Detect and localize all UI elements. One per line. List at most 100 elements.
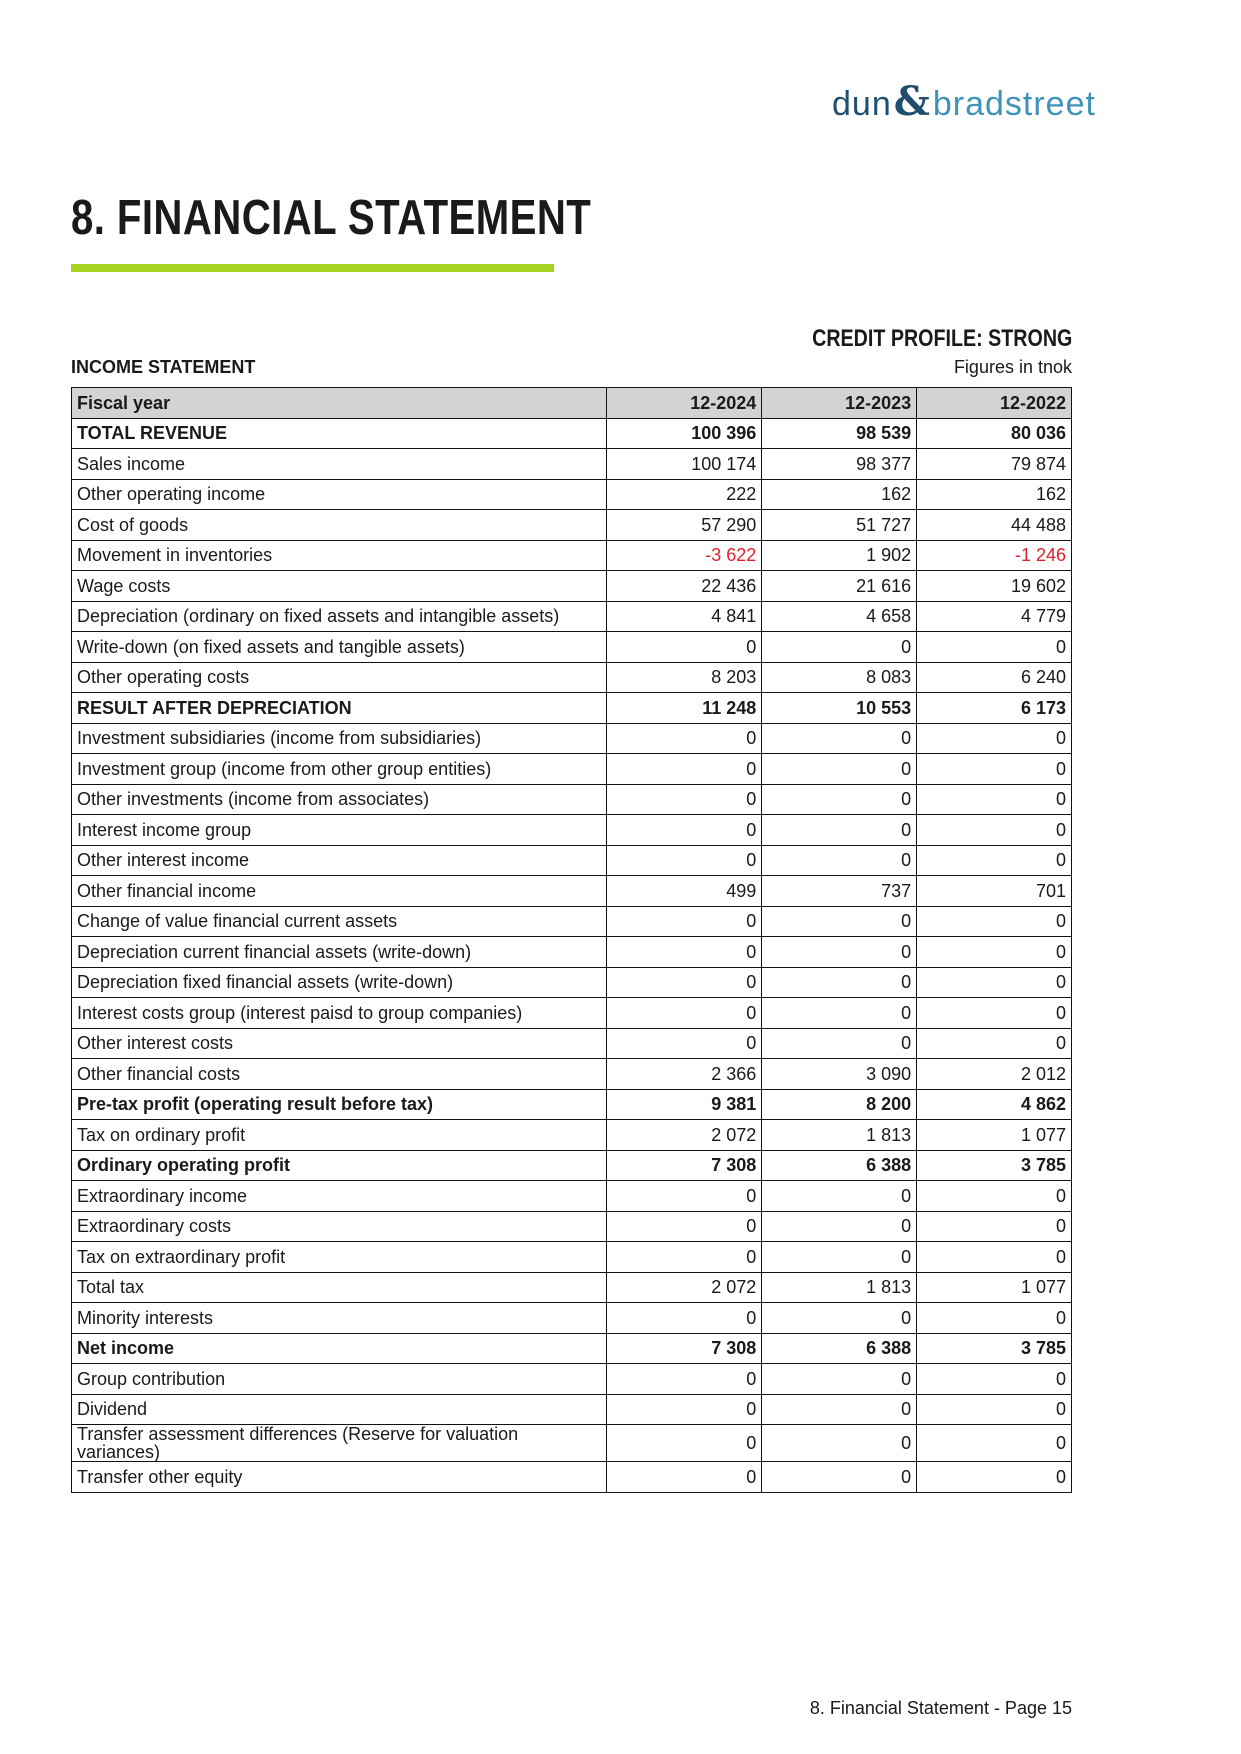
logo-dun: dun [832, 85, 892, 123]
table-row: Extraordinary income 0 0 0 [70, 1180, 1072, 1212]
title-underline [71, 264, 554, 272]
page-footer: 8. Financial Statement - Page 15 [809, 1698, 1072, 1718]
table-row: Other investments (income from associate… [70, 783, 1072, 815]
row-value: 0 [916, 1180, 1072, 1212]
table-row: Write-down (on fixed assets and tangible… [70, 631, 1072, 663]
row-label: Other financial costs [70, 1058, 608, 1090]
row-value: 80 036 [916, 417, 1072, 449]
row-value: 0 [761, 844, 918, 876]
page-title: 8. FINANCIAL STATEMENT [71, 191, 592, 245]
table-row: Change of value financial current assets… [70, 905, 1072, 937]
table-row: Cost of goods 57 290 51 727 44 488 [70, 509, 1072, 541]
row-value: 0 [606, 1363, 763, 1395]
row-value: 0 [916, 905, 1072, 937]
table-row: Other financial income 499 737 701 [70, 875, 1072, 907]
table-row: Dividend 0 0 0 [70, 1393, 1072, 1425]
row-value: 8 203 [606, 661, 763, 693]
row-value: 21 616 [761, 570, 918, 602]
row-label: Cost of goods [70, 509, 608, 541]
row-value: 499 [606, 875, 763, 907]
row-label: TOTAL REVENUE [70, 417, 608, 449]
row-value: 0 [761, 1210, 918, 1242]
table-row: Transfer assessment differences (Reserve… [70, 1424, 1072, 1462]
row-value: 0 [606, 1241, 763, 1273]
row-value: 0 [761, 631, 918, 663]
row-label: Pre-tax profit (operating result before … [70, 1088, 608, 1120]
row-value: 0 [916, 1363, 1072, 1395]
header-fiscal-year: Fiscal year [70, 387, 608, 419]
row-value: 79 874 [916, 448, 1072, 480]
row-value: 0 [606, 1461, 763, 1493]
row-label: Tax on ordinary profit [70, 1119, 608, 1151]
header-year: 12-2022 [916, 387, 1072, 419]
row-value: 3 090 [761, 1058, 918, 1090]
table-row: TOTAL REVENUE 100 396 98 539 80 036 [70, 417, 1072, 449]
row-label: Dividend [70, 1393, 608, 1425]
table-row: Movement in inventories -3 622 1 902 -1 246 [70, 539, 1072, 571]
row-value: 0 [606, 966, 763, 998]
table-row: Other operating costs 8 203 8 083 6 240 [70, 661, 1072, 693]
table-row: Other financial costs 2 366 3 090 2 012 [70, 1058, 1072, 1090]
row-value: 0 [761, 1461, 918, 1493]
row-value: 0 [606, 1302, 763, 1334]
table-row: Ordinary operating profit 7 308 6 388 3 785 [70, 1149, 1072, 1181]
row-value: 0 [606, 814, 763, 846]
row-value: 2 072 [606, 1271, 763, 1303]
row-label: Net income [70, 1332, 608, 1364]
row-label: Other operating income [70, 478, 608, 510]
header-year: 12-2023 [761, 387, 918, 419]
row-value: 1 077 [916, 1119, 1072, 1151]
table-row: RESULT AFTER DEPRECIATION 11 248 10 553 6 1… [70, 692, 1072, 724]
table-row: Transfer other equity 0 0 0 [70, 1461, 1072, 1493]
row-value: 0 [606, 1424, 763, 1462]
row-value: 100 174 [606, 448, 763, 480]
row-value: 0 [606, 631, 763, 663]
row-value: 2 012 [916, 1058, 1072, 1090]
row-value: 0 [606, 1210, 763, 1242]
row-value: 0 [916, 997, 1072, 1029]
row-label: Depreciation (ordinary on fixed assets a… [70, 600, 608, 632]
row-value: 0 [916, 1241, 1072, 1273]
row-value: 98 377 [761, 448, 918, 480]
table-row: Net income 7 308 6 388 3 785 [70, 1332, 1072, 1364]
row-value: 0 [916, 966, 1072, 998]
row-label: Transfer assessment differences (Reserve… [70, 1424, 608, 1462]
row-value: 7 308 [606, 1332, 763, 1364]
row-value: 0 [916, 1210, 1072, 1242]
units-note: Figures in tnok [953, 357, 1072, 377]
row-value: 6 173 [916, 692, 1072, 724]
table-row: Other interest income 0 0 0 [70, 844, 1072, 876]
row-value: 0 [761, 1180, 918, 1212]
income-statement-table: Fiscal year 12-2024 12-2023 12-2022 TOTA… [70, 387, 1072, 1493]
row-value: 0 [916, 814, 1072, 846]
row-value: 0 [606, 997, 763, 1029]
row-value: 0 [916, 1027, 1072, 1059]
row-value: 0 [606, 753, 763, 785]
table-row: Total tax 2 072 1 813 1 077 [70, 1271, 1072, 1303]
row-label: Extraordinary costs [70, 1210, 608, 1242]
table-row: Sales income 100 174 98 377 79 874 [70, 448, 1072, 480]
row-label: Other financial income [70, 875, 608, 907]
row-label: Transfer other equity [70, 1461, 608, 1493]
row-value: 0 [761, 1393, 918, 1425]
row-label: Group contribution [70, 1363, 608, 1395]
row-value: 1 077 [916, 1271, 1072, 1303]
row-value: 51 727 [761, 509, 918, 541]
row-value: 22 436 [606, 570, 763, 602]
row-value: 0 [761, 936, 918, 968]
row-label: Other operating costs [70, 661, 608, 693]
row-value: 0 [916, 722, 1072, 754]
row-value: 162 [916, 478, 1072, 510]
row-value: 6 388 [761, 1149, 918, 1181]
row-value: 0 [916, 631, 1072, 663]
row-value: 162 [761, 478, 918, 510]
table-row: Other interest costs 0 0 0 [70, 1027, 1072, 1059]
row-value: 4 862 [916, 1088, 1072, 1120]
row-value: 0 [916, 1461, 1072, 1493]
row-label: Other investments (income from associate… [70, 783, 608, 815]
section-title: INCOME STATEMENT [71, 357, 256, 377]
row-value: 0 [606, 1393, 763, 1425]
row-value: 0 [606, 722, 763, 754]
row-value: 0 [916, 844, 1072, 876]
row-label: Movement in inventories [70, 539, 608, 571]
